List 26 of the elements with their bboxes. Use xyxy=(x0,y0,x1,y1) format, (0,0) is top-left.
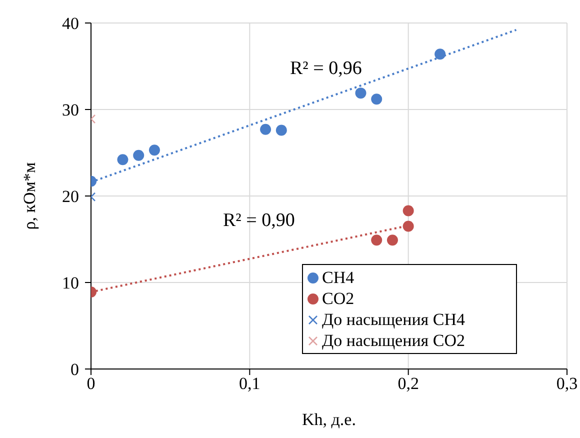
y-tick-label: 30 xyxy=(62,100,79,120)
point xyxy=(434,48,446,60)
legend-label: CH4 xyxy=(322,267,354,288)
y-tick-label: 20 xyxy=(62,186,79,206)
annotation: R² = 0,90 xyxy=(223,210,295,232)
point xyxy=(402,220,414,232)
point xyxy=(355,88,366,99)
point xyxy=(402,205,414,216)
point xyxy=(260,124,272,135)
point xyxy=(386,234,398,246)
point xyxy=(371,94,382,105)
x-tick-label: 0,1 xyxy=(239,374,260,394)
y-tick-label: 0 xyxy=(70,360,79,379)
x-axis-title: Kh, д.е. xyxy=(302,410,356,430)
point xyxy=(276,124,287,136)
y-tick-label: 10 xyxy=(62,273,79,292)
y-axis-title: ρ, кОм*м xyxy=(20,162,40,230)
legend-label: До насыщения CO2 xyxy=(322,330,465,351)
x-tick-label: 0,2 xyxy=(398,374,419,394)
x-tick-label: 0,3 xyxy=(556,374,578,394)
annotation: R² = 0,96 xyxy=(290,58,362,80)
point xyxy=(371,234,382,246)
x-tick-label: 0 xyxy=(86,374,96,394)
y-tick-label: 40 xyxy=(62,14,79,33)
legend-label: CO2 xyxy=(322,288,354,309)
legend-label: До насыщения CH4 xyxy=(322,309,465,330)
